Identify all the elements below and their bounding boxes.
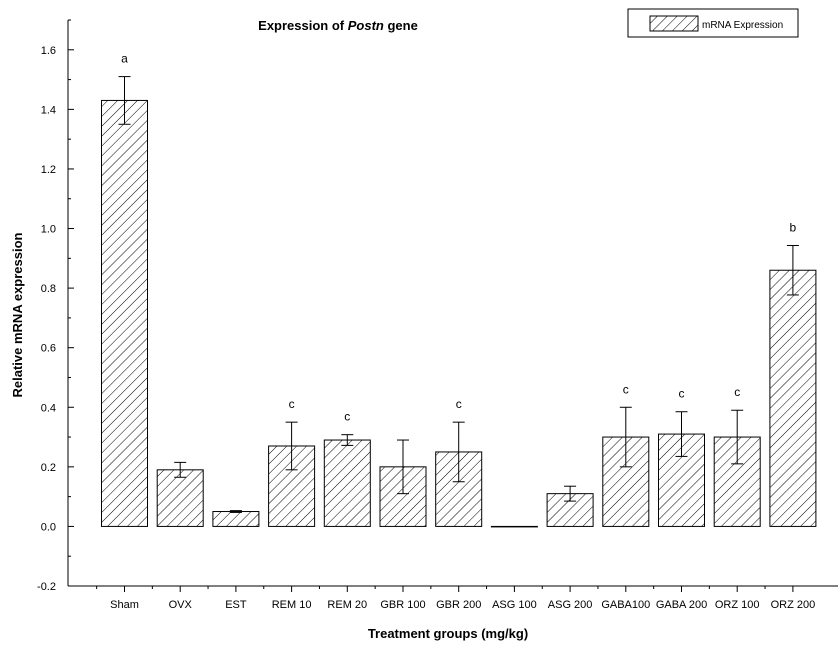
y-tick-label: 0.2 [41,462,56,474]
y-tick-label: 1.0 [41,224,56,236]
bar [323,439,371,527]
x-axis-tick-labels: Sham OVX EST REM 10 REM 20 GBR 100 GBR 200 ASG … [96,586,816,611]
x-tick-label: ASG 200 [548,599,593,611]
x-tick-label: ORZ 200 [771,599,816,611]
x-tick-label: GABA 200 [656,599,707,611]
significance-label: c [679,387,685,401]
bar [212,511,260,527]
y-tick-label: 1.4 [41,104,56,116]
significance-label: c [456,397,462,411]
x-tick-label: Sham [110,599,139,611]
legend-label: mRNA Expression [702,20,783,31]
y-axis-ticks: -0.2 0.0 0.2 0.4 0.6 0.8 1.0 1.2 1.4 1.6 [37,19,74,593]
significance-label: c [344,410,350,424]
y-axis-title: Relative mRNA expression [10,232,25,397]
x-tick-label: GBR 100 [380,599,425,611]
y-tick-label: 1.2 [41,164,56,176]
significance-label: c [623,382,629,396]
bars: a c c c c c c b [101,52,817,528]
bar [101,99,148,527]
x-tick-label: EST [225,599,247,611]
significance-label: b [790,221,797,235]
x-tick-label: GABA100 [601,599,650,611]
y-tick-label: -0.2 [37,581,56,593]
x-tick-label: GBR 200 [436,599,481,611]
x-tick-label: REM 20 [327,599,367,611]
bar [156,469,204,527]
significance-label: c [734,385,740,399]
legend-swatch [649,15,699,32]
x-tick-label: OVX [169,599,193,611]
significance-label: c [289,397,295,411]
x-tick-label: ASG 100 [492,599,537,611]
chart-title: Expression of Postn gene [258,18,418,33]
legend: mRNA Expression [627,8,799,38]
y-tick-label: 0.6 [41,343,56,355]
y-tick-label: 0.8 [41,283,56,295]
x-tick-label: ORZ 100 [715,599,760,611]
significance-label: a [121,52,128,66]
y-tick-label: 0.0 [41,521,56,533]
x-tick-label: REM 10 [272,599,312,611]
y-tick-label: 1.6 [41,45,56,57]
bar [490,525,538,528]
x-axis-title: Treatment groups (mg/kg) [368,626,528,641]
y-tick-label: 0.4 [41,402,56,414]
bar [769,269,817,527]
